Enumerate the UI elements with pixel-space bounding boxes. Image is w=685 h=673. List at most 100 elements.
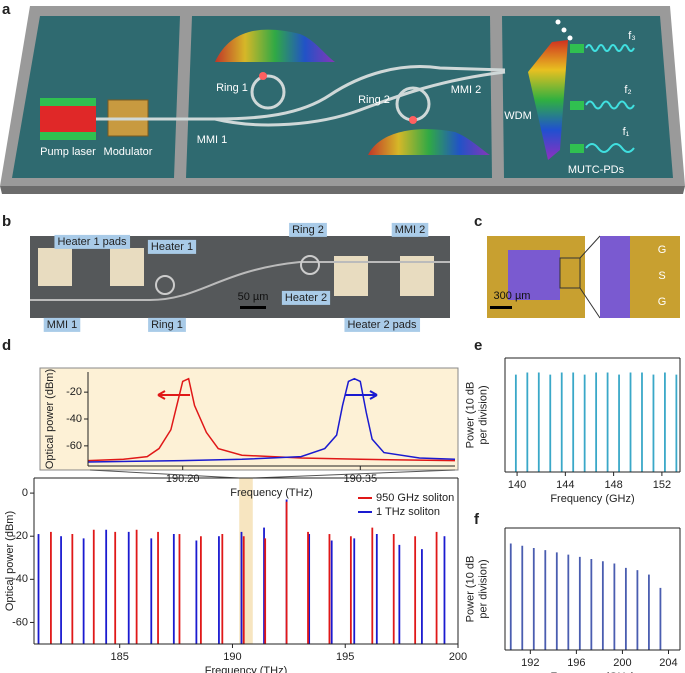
y-tick-label: 0 bbox=[22, 487, 28, 499]
x-tick-label: 148 bbox=[604, 479, 622, 491]
schematic-label: MUTC-PDs bbox=[568, 164, 625, 176]
arrow bbox=[157, 390, 190, 400]
waveguide bbox=[30, 261, 450, 301]
zoom-line bbox=[579, 235, 601, 259]
x-tick-label: 140 bbox=[508, 479, 526, 491]
callout-box bbox=[148, 317, 186, 332]
wave bbox=[585, 100, 635, 110]
ring bbox=[250, 74, 286, 110]
plot: 140 144 148 152 Frequency (GHz) Power (10 dB p… bbox=[464, 357, 681, 505]
y-tick-label: -20 bbox=[66, 386, 82, 398]
pad bbox=[110, 248, 144, 286]
callout: Heater 1 pads bbox=[57, 236, 127, 248]
connector bbox=[252, 469, 456, 479]
x-axis-label: Frequency (THz) bbox=[205, 665, 288, 673]
section bbox=[12, 16, 180, 178]
x-tick-label: 190.20 bbox=[166, 473, 200, 485]
zoom-box bbox=[559, 257, 581, 289]
schematic-label: Ring 2 bbox=[358, 94, 390, 106]
wave bbox=[585, 44, 635, 52]
schematic-label: f₁ bbox=[623, 126, 630, 138]
glow bbox=[409, 116, 417, 124]
schematic-label: f₂ bbox=[624, 84, 631, 96]
x-tick-label: 144 bbox=[556, 479, 574, 491]
zoom-line bbox=[579, 287, 601, 319]
x-axis-label: Frequency (GHz) bbox=[550, 671, 634, 673]
pad-label: S bbox=[658, 270, 665, 282]
dot bbox=[567, 35, 573, 41]
schematic-label: WDM bbox=[504, 110, 532, 122]
callout: Heater 2 pads bbox=[347, 319, 417, 331]
dot bbox=[561, 27, 567, 33]
waveguide bbox=[214, 70, 506, 127]
callout: Ring 2 bbox=[292, 224, 324, 236]
plot: 185 190 195 200 -60 -40 -20 0 Frequency (THz) Opt… bbox=[4, 477, 467, 673]
y-axis-label: Power (10 dB bbox=[464, 382, 476, 449]
schematic-label: Ring 1 bbox=[216, 82, 248, 94]
panel-label: d bbox=[2, 337, 11, 354]
panel-label: f bbox=[474, 511, 480, 528]
callout: Heater 2 bbox=[285, 292, 327, 304]
y-tick-label: -40 bbox=[12, 573, 28, 585]
callout: Heater 1 bbox=[151, 241, 193, 253]
y-axis-label: per division) bbox=[477, 385, 489, 444]
wdm bbox=[528, 40, 568, 160]
panel-label: b bbox=[2, 213, 11, 230]
highlight bbox=[239, 478, 253, 644]
chip bbox=[508, 250, 560, 300]
pd bbox=[570, 101, 584, 110]
trace bbox=[87, 377, 456, 463]
spectrum-art bbox=[215, 29, 335, 62]
schematic-label: f₃ bbox=[628, 30, 636, 42]
callout: MMI 2 bbox=[395, 224, 426, 236]
y-axis-label: per division) bbox=[477, 559, 489, 618]
callout-box bbox=[147, 239, 197, 254]
x-tick-label: 195 bbox=[336, 651, 354, 663]
scale-label: 300 µm bbox=[494, 290, 531, 302]
x-tick-label: 190.35 bbox=[343, 473, 377, 485]
plot: 190.20 190.35 -60 -40 -20 Frequency (THz) Opti… bbox=[44, 369, 456, 499]
scale-bar bbox=[240, 306, 266, 309]
plot: 192 196 200 204 Frequency (GHz) Power (10 dBp… bbox=[464, 527, 681, 673]
scale-bar bbox=[490, 306, 512, 309]
callout-box bbox=[43, 317, 81, 332]
x-tick-label: 200 bbox=[449, 651, 467, 663]
y-axis-label: Optical power (dBm) bbox=[44, 369, 56, 469]
panel-label: a bbox=[2, 1, 11, 18]
x-tick-label: 204 bbox=[659, 657, 677, 669]
y-tick-label: -20 bbox=[12, 530, 28, 542]
schematic bbox=[0, 6, 685, 194]
wave bbox=[585, 143, 635, 153]
pump-laser-stripe bbox=[40, 98, 96, 106]
callout-box bbox=[281, 290, 331, 305]
callout: Ring 1 bbox=[151, 319, 183, 331]
y-axis-label: Optical power (dBm) bbox=[4, 511, 16, 611]
connector bbox=[89, 469, 240, 479]
scale-label: 50 µm bbox=[238, 291, 269, 303]
zoom-chip bbox=[600, 236, 630, 318]
spectrum-art bbox=[368, 129, 490, 155]
callout-box bbox=[289, 222, 327, 237]
callout-box bbox=[344, 317, 421, 332]
callout-box bbox=[54, 234, 131, 249]
pd bbox=[570, 44, 584, 53]
micrograph bbox=[30, 236, 450, 318]
pad-label: G bbox=[658, 296, 667, 308]
plate-edge bbox=[0, 186, 685, 194]
x-tick-label: 192 bbox=[521, 657, 539, 669]
x-axis-label: Frequency (THz) bbox=[230, 487, 313, 499]
pd bbox=[570, 144, 584, 153]
x-tick-label: 190 bbox=[223, 651, 241, 663]
x-axis-label: Frequency (GHz) bbox=[550, 493, 634, 505]
x-tick-label: 200 bbox=[613, 657, 631, 669]
y-tick-label: -40 bbox=[66, 413, 82, 425]
arrow bbox=[345, 390, 378, 400]
dot bbox=[555, 19, 561, 25]
callout: MMI 1 bbox=[47, 319, 78, 331]
x-tick-label: 196 bbox=[567, 657, 585, 669]
glow bbox=[259, 72, 267, 80]
schematic-label: MMI 1 bbox=[197, 134, 228, 146]
y-tick-label: -60 bbox=[12, 616, 28, 628]
x-tick-label: 185 bbox=[111, 651, 129, 663]
